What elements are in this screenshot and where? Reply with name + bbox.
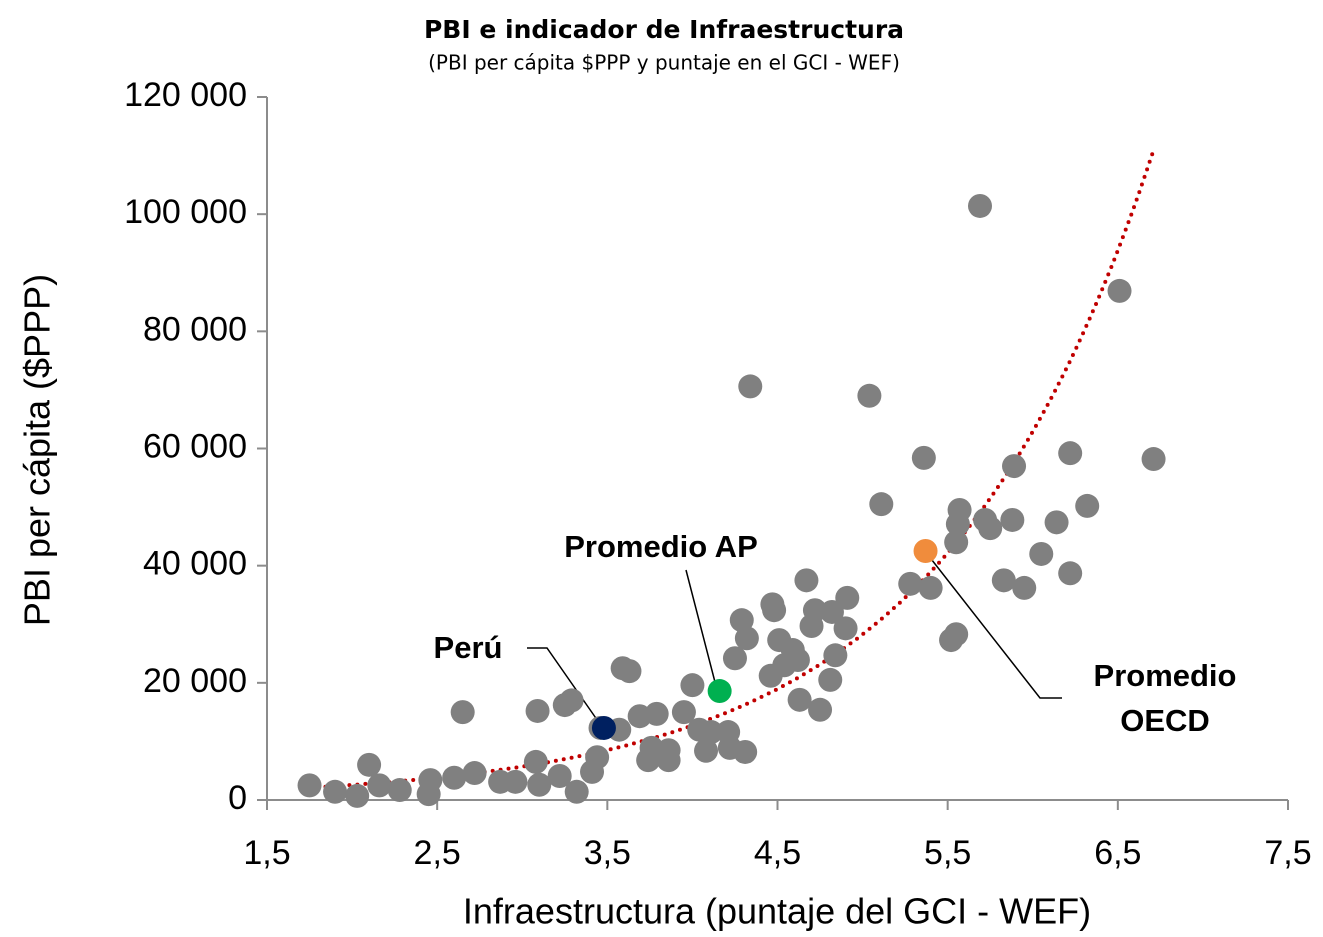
point [944,530,969,555]
leader-line [685,569,717,687]
point [918,575,943,600]
point [656,738,681,763]
point [1107,278,1132,303]
annotation: Perú [434,630,503,665]
point [898,571,923,596]
y-tick-label: 80 000 [143,310,247,348]
point [967,193,992,218]
point [1002,454,1027,479]
point [833,616,858,641]
point [794,568,819,593]
point [387,778,412,803]
x-tick-label: 5,5 [924,834,971,872]
y-tick-label: 0 [228,779,247,817]
y-tick-label: 120 000 [124,76,247,114]
point [729,608,754,633]
point [762,598,787,623]
x-axis-label: Infraestructura (puntaje del GCI - WEF) [463,891,1091,932]
point [644,701,669,726]
chart-title: PBI e indicador de Infraestructura [424,15,904,44]
point [680,673,705,698]
point [944,622,969,647]
point [707,679,732,704]
point [823,643,848,668]
point [564,779,589,804]
point [503,769,528,794]
point [450,700,475,725]
point [1012,575,1037,600]
point [357,752,382,777]
point [819,599,844,624]
point [345,783,370,808]
y-axis-label: PBI per cápita ($PPP) [17,274,58,626]
y-tick-label: 40 000 [143,545,247,583]
trendline [307,148,1156,790]
point [1058,561,1083,586]
point [591,715,616,740]
x-tick-label: 7,5 [1264,834,1311,872]
point [947,498,972,523]
x-tick-label: 1,5 [243,834,290,872]
point [585,745,610,770]
point [525,698,550,723]
point [857,383,882,408]
point [818,667,843,692]
chart-subtitle: (PBI per cápita $PPP y puntaje en el GCI… [428,51,900,75]
point [462,761,487,786]
point [738,374,763,399]
point [733,739,758,764]
point [835,585,860,610]
point [297,773,322,798]
point [911,445,936,470]
point [617,659,642,684]
point [442,765,467,790]
x-tick-label: 4,5 [754,834,801,872]
annotation: OECD [1120,703,1210,738]
x-tick-label: 3,5 [584,834,631,872]
point [1141,447,1166,472]
point [1075,493,1100,518]
point [913,539,938,564]
point [694,738,719,763]
y-tick-label: 60 000 [143,427,247,465]
point [991,568,1016,593]
point [323,779,348,804]
annotation: Promedio [1094,658,1237,693]
point [418,768,443,793]
x-tick-label: 6,5 [1094,834,1141,872]
point [527,772,552,797]
point [559,688,584,713]
point [523,749,548,774]
point [722,646,747,671]
point [1058,441,1083,466]
point [978,516,1003,541]
point [734,626,759,651]
annotation: Promedio AP [564,529,758,564]
point [1000,507,1025,532]
point [1044,510,1069,535]
point [547,763,572,788]
point [869,492,894,517]
point [671,700,696,725]
point [787,687,812,712]
y-tick-label: 20 000 [143,662,247,700]
point [1029,541,1054,566]
y-tick-label: 100 000 [124,193,247,231]
x-tick-label: 2,5 [414,834,461,872]
point [785,647,810,672]
leader-line [927,554,1062,699]
point [699,720,724,745]
point [367,773,392,798]
point [808,697,833,722]
